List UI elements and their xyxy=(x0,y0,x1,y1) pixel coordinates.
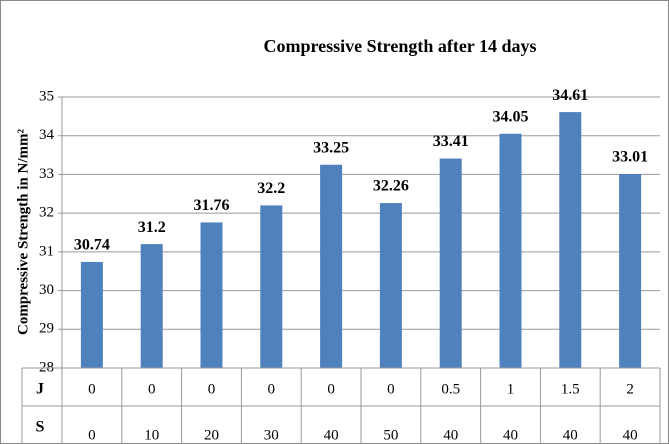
data-label: 34.05 xyxy=(493,108,529,125)
x-tick-label: 40 xyxy=(563,427,578,443)
y-tick-label: 31 xyxy=(39,243,54,259)
data-label: 30.74 xyxy=(74,237,110,254)
data-label: 31.2 xyxy=(138,219,166,236)
data-label: 34.61 xyxy=(552,87,588,104)
x-tick-label: 40 xyxy=(503,427,518,443)
y-axis-label: Compressive Strength in N/mm² xyxy=(15,128,31,335)
bar xyxy=(80,261,103,368)
chart-title: Compressive Strength after 14 days xyxy=(264,36,537,56)
y-tick-label: 35 xyxy=(39,88,54,104)
y-tick-label: 30 xyxy=(39,282,54,298)
x-tick-label: 0 xyxy=(88,427,96,443)
x-tick-label: 40 xyxy=(443,427,458,443)
x-tick-label: 40 xyxy=(623,427,638,443)
bar xyxy=(559,112,582,368)
y-tick-label: 34 xyxy=(39,127,55,143)
bar xyxy=(379,203,402,368)
bar xyxy=(260,205,283,368)
x-tick-label: 40 xyxy=(324,427,339,443)
data-label: 33.25 xyxy=(313,139,349,156)
data-label: 31.76 xyxy=(194,197,230,214)
y-tick-label: 33 xyxy=(39,166,54,182)
x-tick-label: 1.5 xyxy=(561,381,580,397)
x-tick-label: 30 xyxy=(264,427,279,443)
x-tick-label: 2 xyxy=(626,381,634,397)
bar xyxy=(499,133,522,368)
bar xyxy=(140,244,163,368)
x-tick-label: 0 xyxy=(88,381,96,397)
bar xyxy=(320,164,343,368)
y-tick-label: 28 xyxy=(39,359,54,375)
x-tick-label: 1 xyxy=(507,381,515,397)
data-label: 33.01 xyxy=(612,149,648,166)
x-tick-label: 0 xyxy=(327,381,335,397)
data-label: 32.26 xyxy=(373,178,409,195)
x-tick-label: 0.5 xyxy=(441,381,460,397)
y-tick-label: 32 xyxy=(39,205,54,221)
x-tick-label: 20 xyxy=(204,427,219,443)
bar xyxy=(200,222,223,368)
row-header: S xyxy=(36,419,45,436)
x-tick-label: 50 xyxy=(383,427,398,443)
bar xyxy=(619,174,642,368)
data-label: 32.2 xyxy=(257,180,285,197)
x-tick-label: 10 xyxy=(144,427,159,443)
bar xyxy=(439,158,462,368)
y-tick-label: 29 xyxy=(39,321,54,337)
x-tick-label: 0 xyxy=(148,381,156,397)
data-label: 33.41 xyxy=(433,133,469,150)
x-tick-label: 0 xyxy=(208,381,216,397)
row-header: J xyxy=(36,381,44,398)
x-tick-label: 0 xyxy=(387,381,395,397)
x-tick-label: 0 xyxy=(268,381,276,397)
